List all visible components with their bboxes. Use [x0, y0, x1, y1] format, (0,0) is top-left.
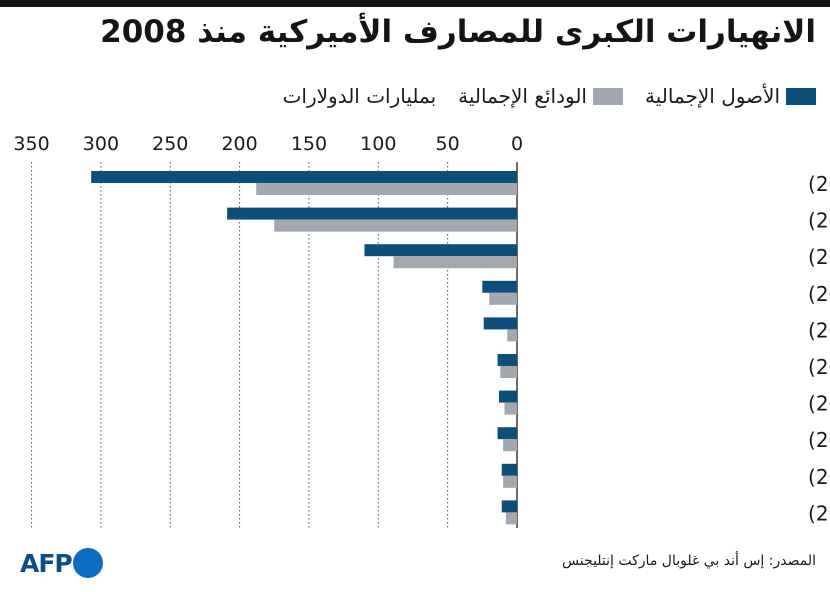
x-tick-label: 100: [360, 133, 396, 155]
bar-deposits: [507, 329, 517, 342]
bar-deposits: [500, 366, 517, 378]
bar-chart: 0 50 100 150 200 250 300 350 واشنطن ميوتشوال (20…: [13, 133, 830, 528]
legend-assets: الأصول الإجمالية: [645, 84, 816, 108]
bar-deposits: [256, 183, 517, 195]
x-tick-label: 150: [291, 133, 327, 155]
afp-logo: AFP: [20, 548, 103, 578]
category-label: أمتراست (2009): [808, 464, 830, 489]
category-label: غارانتي (2009): [808, 355, 830, 380]
legend-deposits-swatch: [593, 87, 623, 105]
category-label: واشنطن ميوتشوال (2008): [808, 172, 830, 196]
bar-deposits: [504, 402, 517, 415]
bar-assets: [227, 207, 517, 220]
legend-deposits: الودائع الإجمالية: [458, 84, 623, 108]
bar-assets: [501, 463, 517, 476]
afp-logo-text: AFP: [20, 548, 73, 578]
category-label: سيليكون فالي (2023): [808, 209, 830, 234]
x-tick-label: 250: [152, 133, 188, 155]
bar-assets: [501, 500, 517, 513]
bar-deposits: [503, 439, 517, 452]
bar-assets: [482, 280, 517, 293]
bar-assets: [91, 171, 517, 183]
bar-deposits: [393, 256, 517, 269]
bar-assets: [483, 317, 517, 330]
legend-assets-label: الأصول الإجمالية: [645, 84, 780, 108]
top-bar: [0, 0, 830, 7]
bar-deposits: [274, 219, 517, 232]
category-label: بنك يوناتيد إف إس بي (2009): [808, 392, 830, 417]
bar-assets: [497, 427, 517, 440]
category-label: سيغناتشر (2023): [808, 245, 830, 269]
x-tick-label: 350: [13, 133, 49, 155]
category-label: كولونيال (2009): [808, 282, 830, 306]
bar-assets: [497, 354, 517, 366]
x-tick-label: 300: [83, 133, 119, 155]
bar-deposits: [489, 292, 517, 305]
bar-deposits: [505, 512, 517, 525]
source-note: المصدر: إس أند بي غلوبال ماركت إنتليجنس: [561, 553, 816, 569]
x-tick-label: 50: [436, 133, 460, 155]
chart-title: الانهيارات الكبرى للمصارف الأميركية منذ …: [100, 14, 816, 50]
category-label: يو إس بنك كاليفورنيا (2008): [808, 428, 830, 453]
category-label: يونايتد كوميرشل (2009): [808, 501, 830, 525]
legend: الأصول الإجمالية الودائع الإجمالية بمليا…: [283, 84, 816, 108]
legend-deposits-label: الودائع الإجمالية: [458, 84, 587, 108]
bar-deposits: [503, 475, 517, 488]
x-tick-label: 200: [221, 133, 257, 155]
category-label: إنديماك فيدرال (2008): [808, 318, 830, 343]
bar-assets: [498, 390, 517, 403]
bar-assets: [364, 244, 517, 257]
unit-label: بمليارات الدولارات: [282, 84, 437, 108]
legend-assets-swatch: [786, 87, 816, 105]
x-tick-label: 0: [511, 133, 523, 155]
afp-logo-dot: [72, 548, 103, 578]
